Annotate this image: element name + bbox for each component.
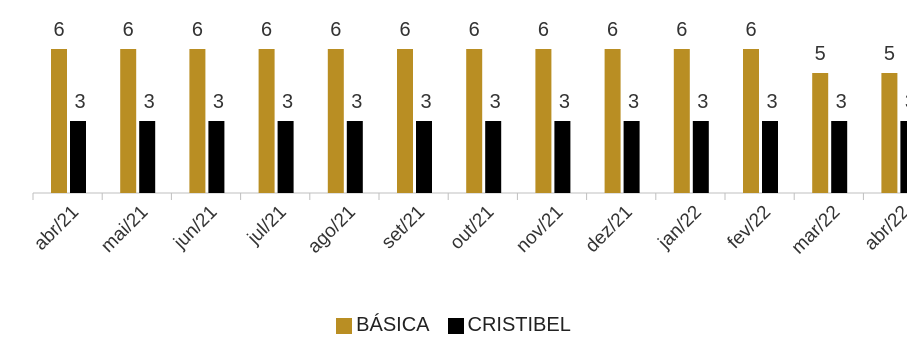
x-tick-label: abr/22 <box>861 202 907 255</box>
data-label-basica: 6 <box>123 19 134 41</box>
data-label-basica: 5 <box>884 43 895 65</box>
data-label-cristibel: 3 <box>213 91 224 113</box>
x-tick-label: jul/21 <box>243 202 291 250</box>
bar-cristibel <box>692 121 709 193</box>
bar-basica <box>327 49 344 193</box>
bar-cristibel <box>762 121 778 193</box>
bar-cristibel <box>139 121 156 193</box>
bar-basica <box>466 49 483 193</box>
x-tick-label: mai/21 <box>97 202 152 257</box>
bar-cristibel <box>554 121 571 193</box>
data-label-basica: 6 <box>192 19 203 41</box>
bar-basica <box>258 49 275 193</box>
legend-item-cristibel: CRISTIBEL <box>447 314 571 337</box>
bar-basica <box>881 73 898 193</box>
data-label-basica: 6 <box>745 19 756 41</box>
data-label-cristibel: 3 <box>420 91 431 113</box>
x-tick-label: ago/21 <box>304 202 360 258</box>
bar-basica <box>673 49 690 193</box>
data-label-cristibel: 3 <box>282 91 293 113</box>
bar-basica <box>743 49 759 193</box>
x-tick-label: fev/22 <box>724 202 775 253</box>
bar-chart: 6 3 abr/21 6 3 mai/21 6 3 jun/21 6 3 jul/21 6 3 ago/21… <box>30 19 907 259</box>
legend: BÁSICA CRISTIBEL <box>0 314 907 337</box>
bar-basica <box>51 49 67 193</box>
legend-label-basica: BÁSICA <box>356 314 430 336</box>
data-label-basica: 6 <box>469 19 480 41</box>
bar-cristibel <box>900 121 907 193</box>
bar-cristibel <box>623 121 640 193</box>
x-tick-label: out/21 <box>446 202 498 254</box>
bar-cristibel <box>346 121 363 193</box>
x-tick-label: nov/21 <box>512 202 567 257</box>
bar-basica <box>397 49 413 193</box>
x-tick-label: abr/21 <box>30 202 83 255</box>
bar-cristibel <box>277 121 294 193</box>
data-label-cristibel: 3 <box>905 91 907 113</box>
legend-swatch-basica <box>336 317 353 334</box>
bar-basica <box>604 49 621 193</box>
bar-cristibel <box>831 121 848 193</box>
bar-basica <box>812 73 829 193</box>
data-label-basica: 6 <box>538 19 549 41</box>
bar-basica <box>120 49 137 193</box>
bar-basica <box>189 49 206 193</box>
data-label-cristibel: 3 <box>490 91 501 113</box>
legend-swatch-cristibel <box>447 317 464 334</box>
x-tick-label: set/21 <box>378 202 429 253</box>
bar-cristibel <box>416 121 432 193</box>
x-tick-label: mar/22 <box>788 202 845 259</box>
x-tick-label: jun/21 <box>169 202 221 254</box>
data-label-basica: 6 <box>330 19 341 41</box>
data-label-basica: 6 <box>53 19 64 41</box>
bar-basica <box>535 49 552 193</box>
data-label-cristibel: 3 <box>144 91 155 113</box>
legend-label-cristibel: CRISTIBEL <box>467 314 571 336</box>
x-tick-label: jan/22 <box>654 202 706 254</box>
data-label-cristibel: 3 <box>559 91 570 113</box>
bar-cristibel <box>485 121 502 193</box>
legend-item-basica: BÁSICA <box>336 314 430 337</box>
data-label-cristibel: 3 <box>628 91 639 113</box>
data-label-cristibel: 3 <box>351 91 362 113</box>
bar-cristibel <box>208 121 225 193</box>
data-label-cristibel: 3 <box>836 91 847 113</box>
bar-cristibel <box>70 121 86 193</box>
data-label-basica: 6 <box>261 19 272 41</box>
data-label-basica: 5 <box>815 43 826 65</box>
data-label-cristibel: 3 <box>766 91 777 113</box>
x-tick-label: dez/21 <box>582 202 637 257</box>
data-label-cristibel: 3 <box>74 91 85 113</box>
data-label-basica: 6 <box>399 19 410 41</box>
data-label-basica: 6 <box>676 19 687 41</box>
data-label-basica: 6 <box>607 19 618 41</box>
data-label-cristibel: 3 <box>697 91 708 113</box>
